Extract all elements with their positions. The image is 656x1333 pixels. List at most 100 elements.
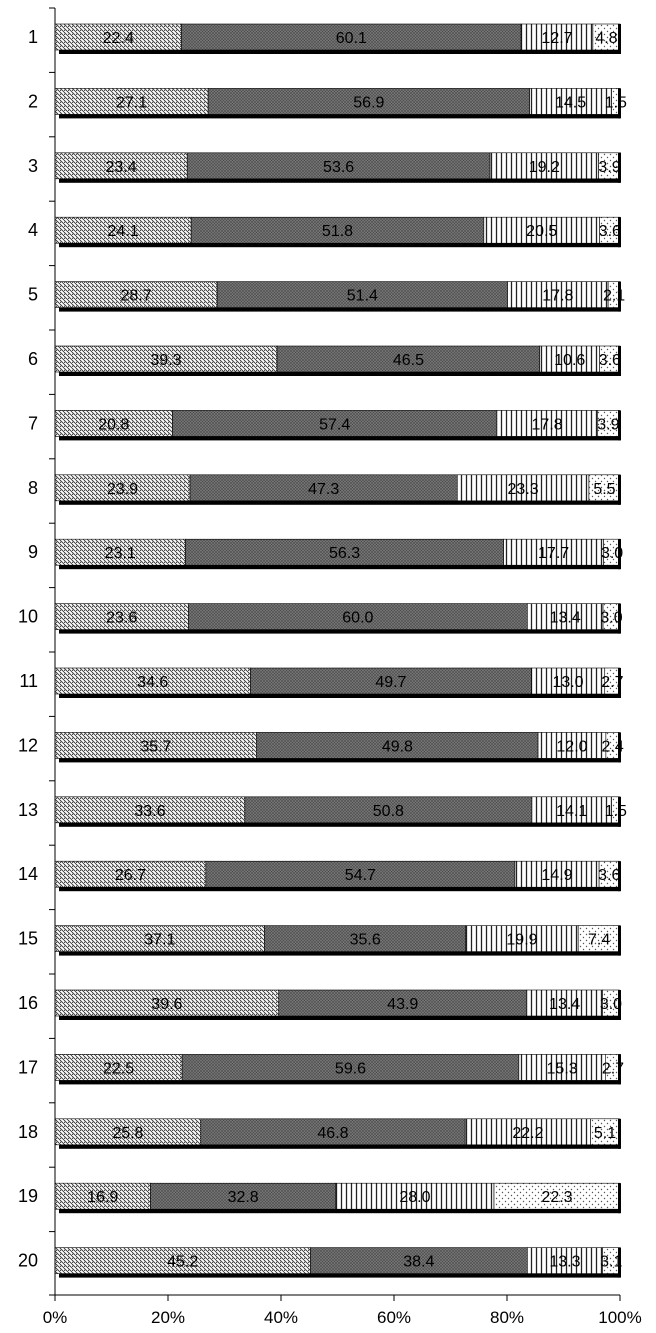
value-label: 47.3 <box>308 481 339 498</box>
value-label: 34.6 <box>137 674 168 691</box>
bar-segment <box>207 88 530 115</box>
bar-segment <box>518 1054 606 1081</box>
category-label: 5 <box>28 285 38 305</box>
value-label: 3.6 <box>599 223 621 240</box>
value-label: 2.7 <box>602 1060 624 1077</box>
bar-segment <box>216 281 508 308</box>
bar-base-line <box>59 951 620 956</box>
bar-base-line <box>59 1080 620 1085</box>
bar-end-line <box>618 861 621 892</box>
bar-base-line <box>59 822 620 827</box>
value-label: 23.6 <box>106 610 137 627</box>
bar-segment <box>483 216 600 244</box>
category-label: 19 <box>18 1186 38 1206</box>
value-label: 13.4 <box>549 996 580 1013</box>
bar-end-line <box>618 1247 621 1278</box>
value-label: 51.4 <box>347 288 378 305</box>
bar-end-line <box>618 925 621 956</box>
bar-segment <box>539 345 600 373</box>
value-label: 2.4 <box>602 738 624 755</box>
bar-segment <box>54 538 186 566</box>
value-label: 5.1 <box>594 1125 616 1142</box>
x-tick-label: 20% <box>151 1308 185 1327</box>
bar-segment <box>489 152 599 180</box>
x-tick-label: 100% <box>598 1308 641 1327</box>
bar-end-line <box>618 410 621 441</box>
category-label: 4 <box>28 220 38 240</box>
bar-end-line <box>618 539 621 570</box>
value-label: 3.1 <box>600 1254 622 1271</box>
value-label: 2.7 <box>601 674 623 691</box>
value-label: 39.3 <box>150 352 181 369</box>
category-label: 18 <box>18 1122 38 1142</box>
value-label: 49.8 <box>382 738 413 755</box>
value-label: 3.0 <box>600 996 622 1013</box>
value-label: 17.7 <box>538 545 569 562</box>
value-label: 57.4 <box>319 416 350 433</box>
bar-segment <box>264 925 467 952</box>
bar-base-line <box>59 1273 620 1278</box>
value-label: 15.3 <box>547 1060 578 1077</box>
category-label: 10 <box>18 607 38 627</box>
value-label: 46.8 <box>317 1125 348 1142</box>
bar-segment <box>244 796 533 824</box>
bar-segment <box>54 667 251 695</box>
bar-base-line <box>59 114 620 119</box>
bar-segment <box>577 925 621 952</box>
bar-segment <box>54 216 192 244</box>
value-label: 12.0 <box>556 738 587 755</box>
bar-segment <box>456 474 590 502</box>
value-label: 14.9 <box>541 867 572 884</box>
category-label: 7 <box>28 413 38 433</box>
value-label: 33.6 <box>134 803 165 820</box>
value-label: 10.6 <box>554 352 585 369</box>
bar-segment <box>54 1247 311 1274</box>
value-label: 1.5 <box>605 803 627 820</box>
bar-base-line <box>59 372 620 376</box>
category-label: 11 <box>19 671 38 691</box>
category-label: 6 <box>28 349 38 369</box>
value-label: 20.8 <box>98 416 129 433</box>
bar-base-line <box>59 50 620 54</box>
value-label: 17.8 <box>532 416 563 433</box>
bar-end-line <box>618 474 621 505</box>
value-label: 45.2 <box>167 1254 198 1271</box>
bar-segment <box>278 989 528 1017</box>
bar-base-line <box>59 1209 620 1214</box>
value-label: 22.2 <box>512 1125 543 1142</box>
value-label: 16.9 <box>87 1189 118 1206</box>
bar-segment <box>54 1182 151 1210</box>
value-label: 3.9 <box>597 416 619 433</box>
value-label: 14.5 <box>555 94 586 111</box>
bar-segment <box>181 1054 520 1081</box>
value-label: 2.1 <box>603 288 625 305</box>
value-label: 43.9 <box>387 996 418 1013</box>
bar-base-line <box>59 694 620 698</box>
value-label: 26.7 <box>115 867 146 884</box>
value-label: 3.9 <box>598 159 620 176</box>
value-label: 25.8 <box>112 1125 143 1142</box>
bar-segment <box>181 23 522 51</box>
value-label: 4.8 <box>595 30 617 47</box>
value-label: 60.1 <box>336 30 367 47</box>
bar-segment <box>335 1182 495 1210</box>
value-label: 32.8 <box>228 1189 259 1206</box>
bar-base-line <box>59 436 620 441</box>
value-label: 3.6 <box>598 867 620 884</box>
bar-segment <box>54 989 280 1017</box>
value-label: 49.7 <box>375 674 406 691</box>
bar-segment <box>276 345 541 373</box>
value-label: 37.1 <box>144 932 175 949</box>
bar-segment <box>527 1247 603 1274</box>
bar-segment <box>590 1118 620 1146</box>
bar-end-line <box>618 732 621 763</box>
bar-segment <box>150 1182 337 1210</box>
value-label: 12.7 <box>541 30 572 47</box>
value-label: 35.6 <box>350 932 381 949</box>
category-label: 3 <box>28 156 38 176</box>
value-label: 3.0 <box>601 545 623 562</box>
bar-base-line <box>59 629 620 634</box>
bar-segment <box>537 732 607 759</box>
category-label: 13 <box>18 800 38 820</box>
